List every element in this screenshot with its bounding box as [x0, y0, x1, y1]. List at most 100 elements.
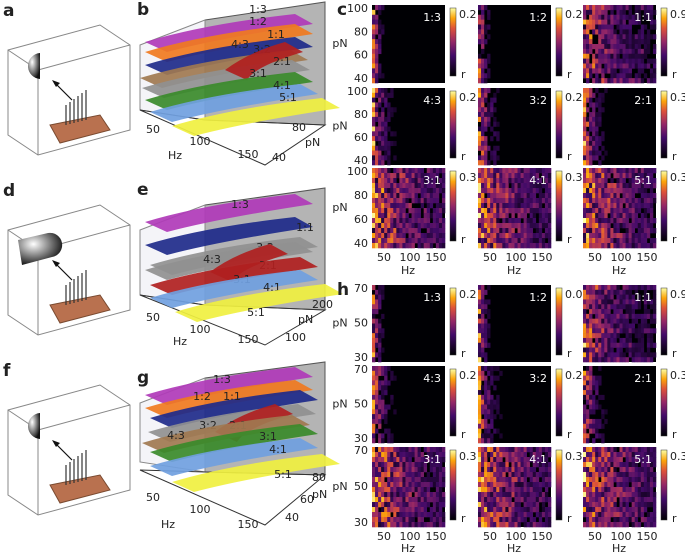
heatmap-pixel — [604, 324, 607, 329]
heatmap-pixel — [632, 502, 635, 507]
heatmap-pixel — [647, 333, 650, 338]
heatmap-pixel — [598, 290, 601, 295]
heatmap-pixel — [381, 414, 384, 419]
heatmap-pixel — [613, 304, 616, 309]
heatmap-pixel — [604, 304, 607, 309]
heatmap-pixel — [490, 497, 493, 502]
heatmap-pixel — [518, 188, 521, 193]
heatmap-pixel — [484, 29, 487, 34]
heatmap-pixel — [424, 198, 427, 203]
heatmap-pixel — [629, 178, 632, 183]
heatmap-pixel — [378, 178, 381, 183]
heatmap-pixel — [595, 213, 598, 218]
heatmap-pixel — [493, 477, 496, 482]
heatmap-pixel — [595, 98, 598, 103]
heatmap-pixel — [653, 64, 656, 69]
heatmap-pixel — [647, 78, 650, 83]
heatmap-pixel — [635, 502, 638, 507]
heatmap-pixel — [399, 507, 402, 512]
heatmap-pixel — [644, 517, 647, 522]
heatmap-pixel — [653, 183, 656, 188]
heatmap-pixel — [586, 299, 589, 304]
colorbar-label: r — [672, 512, 677, 525]
heatmap-pixel — [583, 507, 586, 512]
heatmap-pixel — [647, 472, 650, 477]
heatmap-pixel — [524, 517, 527, 522]
heatmap-pixel — [487, 502, 490, 507]
colorbar-max: 0.3 — [459, 171, 477, 184]
heatmap-pixel — [583, 295, 586, 300]
heatmap-pixel — [412, 188, 415, 193]
heatmap-pixel — [511, 183, 514, 188]
heatmap-pixel — [393, 497, 396, 502]
ratio-label: 2:1 — [273, 55, 291, 68]
heatmap-pixel — [478, 155, 481, 160]
heatmap-pixel — [484, 482, 487, 487]
heatmap-pixel — [439, 213, 442, 218]
heatmap-pixel — [515, 243, 518, 248]
heatmap-pixel — [589, 117, 592, 122]
heatmap-pixel — [626, 452, 629, 457]
heatmap-pixel — [415, 507, 418, 512]
heatmap-pixel — [442, 497, 445, 502]
heatmap-pixel — [378, 371, 381, 376]
heatmap-pixel — [378, 299, 381, 304]
heatmap-pixel — [381, 193, 384, 198]
heatmap-pixel — [623, 507, 626, 512]
heatmap-pixel — [641, 39, 644, 44]
heatmap-pixel — [378, 173, 381, 178]
heatmap-pixel — [496, 522, 499, 527]
heatmap-pixel — [586, 131, 589, 136]
heatmap-pixel — [378, 131, 381, 136]
heatmap-pixel — [375, 324, 378, 329]
heatmap-pixel — [598, 168, 601, 173]
heatmap-pixel — [390, 183, 393, 188]
heatmap-pixel — [641, 223, 644, 228]
heatmap-pixel — [601, 78, 604, 83]
heatmap-pixel — [399, 208, 402, 213]
heatmap-pixel — [589, 357, 592, 362]
heatmap-pixel — [484, 243, 487, 248]
heatmap-pixel — [381, 168, 384, 173]
heatmap-pixel — [545, 467, 548, 472]
heatmap-pixel — [390, 457, 393, 462]
heatmap-pixel — [505, 517, 508, 522]
heatmap-pixel — [484, 127, 487, 132]
heatmap-pixel — [518, 183, 521, 188]
heatmap-pixel — [387, 183, 390, 188]
heatmap-pixel — [387, 497, 390, 502]
heatmap-pixel — [586, 414, 589, 419]
heatmap-pixel — [390, 173, 393, 178]
heatmap-pixel — [613, 49, 616, 54]
heatmap-pixel — [616, 233, 619, 238]
heatmap-pixel — [644, 357, 647, 362]
heatmap-pixel — [604, 285, 607, 290]
heatmap-pixel — [375, 517, 378, 522]
heatmap-pixel — [496, 178, 499, 183]
heatmap-pixel — [586, 457, 589, 462]
heatmap-pixel — [496, 409, 499, 414]
heatmap-pixel — [589, 366, 592, 371]
heatmap-pixel — [508, 482, 511, 487]
heatmap-pixel — [604, 343, 607, 348]
heatmap-pixel — [592, 324, 595, 329]
heatmap-pixel — [589, 233, 592, 238]
heatmap-pixel — [586, 395, 589, 400]
heatmap-pixel — [484, 447, 487, 452]
heatmap-pixel — [478, 295, 481, 300]
heatmap-pixel — [610, 295, 613, 300]
heatmap-pixel — [641, 333, 644, 338]
heatmap-pixel — [487, 25, 490, 30]
heatmap-pixel — [481, 333, 484, 338]
heatmap-pixel — [375, 136, 378, 141]
heatmap-pixel — [592, 218, 595, 223]
heatmap-pixel — [502, 178, 505, 183]
heatmap-pixel — [644, 5, 647, 10]
heatmap-pixel — [378, 213, 381, 218]
heatmap-pixel — [381, 405, 384, 410]
heatmap-pixel — [405, 522, 408, 527]
heatmap-pixel — [595, 203, 598, 208]
heatmap-pixel — [583, 405, 586, 410]
colorbar-label: r — [567, 347, 572, 360]
heatmap-pixel — [592, 472, 595, 477]
